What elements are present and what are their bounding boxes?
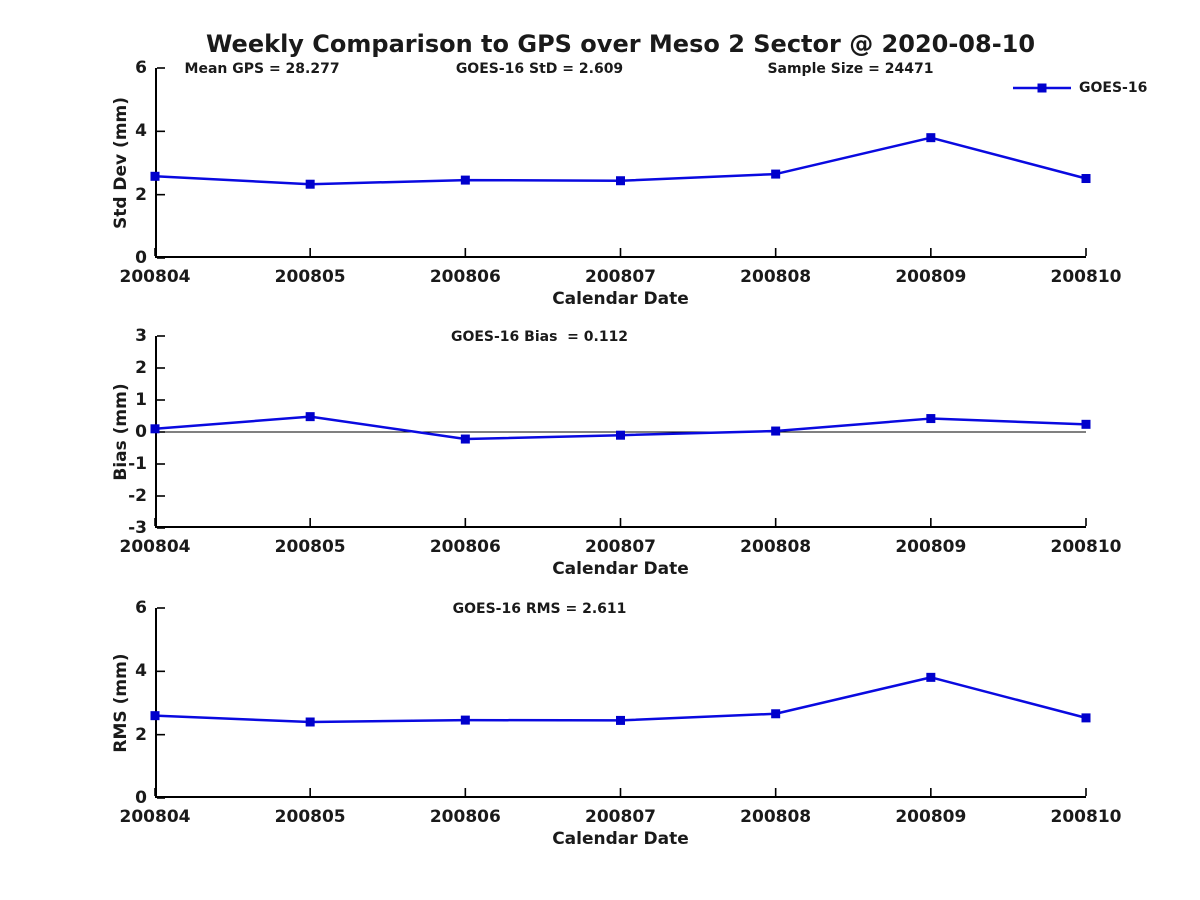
goes-16-data-marker	[1081, 713, 1091, 723]
y-tick-label: 2	[135, 184, 147, 205]
x-tick-label: 200810	[1050, 267, 1122, 287]
x-tick-label: 200804	[119, 267, 191, 287]
goes-16-data-marker	[150, 711, 160, 721]
bias-plot-area	[150, 335, 1091, 529]
x-tick-label: 200809	[895, 537, 967, 557]
rms-annotation: GOES-16 RMS = 2.611	[452, 601, 627, 617]
x-tick-label: 200810	[1050, 807, 1122, 827]
figure-title: Weekly Comparison to GPS over Meso 2 Sec…	[205, 30, 1036, 58]
x-tick-label: 200805	[274, 537, 346, 557]
x-tick-label: 200810	[1050, 537, 1122, 557]
y-tick-label: 0	[135, 788, 147, 808]
goes-16-data-marker	[616, 176, 625, 186]
x-tick-label: 200805	[274, 807, 346, 827]
goes-16-data-marker	[1081, 419, 1091, 429]
std-dev-annotation: Sample Size = 24471	[767, 61, 934, 77]
goes-16-data-marker	[616, 430, 625, 440]
std-dev-annotation: GOES-16 StD = 2.609	[455, 61, 624, 77]
goes-16-data-marker	[460, 175, 470, 185]
goes-16-data-marker	[771, 169, 781, 179]
x-tick-label: 200804	[119, 807, 191, 827]
legend: GOES-16	[1013, 80, 1147, 96]
y-axis-label: Bias (mm)	[111, 383, 131, 481]
goes-16-data-marker	[1081, 174, 1091, 184]
goes-16-data-marker	[305, 412, 315, 422]
legend-line-marker-icon	[1013, 83, 1071, 93]
x-axis-label: Calendar Date	[552, 289, 689, 309]
goes-16-data-marker	[150, 424, 160, 434]
y-tick-label: 4	[135, 661, 147, 682]
x-tick-label: 200808	[740, 807, 812, 827]
goes-16-data-marker	[460, 715, 470, 725]
std-dev-annotation: Mean GPS = 28.277	[184, 61, 340, 77]
goes-16-data-marker	[305, 717, 315, 727]
x-tick-label: 200805	[274, 267, 346, 287]
goes-16-data-line	[154, 676, 1087, 724]
goes-16-data-marker	[460, 434, 470, 444]
rms-plot-area	[150, 607, 1091, 799]
y-tick-label: 3	[135, 326, 147, 346]
bias-annotation: GOES-16 Bias = 0.112	[450, 329, 629, 345]
y-tick-label: -2	[128, 486, 147, 506]
goes-16-data-marker	[771, 709, 781, 719]
y-tick-label: 2	[135, 724, 147, 745]
x-tick-label: 200808	[740, 537, 812, 557]
std-dev-plot-area	[150, 67, 1091, 259]
y-axis-label: RMS (mm)	[111, 653, 131, 753]
x-tick-label: 200809	[895, 807, 967, 827]
y-tick-label: 4	[135, 121, 147, 142]
goes-16-data-marker	[616, 715, 625, 725]
y-tick-label: 1	[135, 390, 147, 410]
x-tick-label: 200808	[740, 267, 812, 287]
y-tick-label: -3	[128, 518, 147, 538]
legend-label: GOES-16	[1079, 80, 1148, 96]
goes-16-data-marker	[771, 426, 781, 436]
y-tick-label: 6	[135, 58, 147, 78]
y-tick-label: 0	[135, 248, 147, 268]
goes-16-data-marker	[150, 171, 160, 181]
x-tick-label: 200807	[585, 267, 656, 287]
goes-16-data-marker	[305, 179, 315, 189]
y-tick-label: 0	[135, 422, 147, 442]
goes-16-data-marker	[926, 133, 936, 143]
x-axis-label: Calendar Date	[552, 559, 689, 579]
x-tick-label: 200806	[429, 537, 501, 557]
goes-16-data-marker	[926, 672, 936, 682]
x-tick-label: 200804	[119, 537, 191, 557]
x-tick-label: 200807	[585, 807, 656, 827]
x-tick-label: 200807	[585, 537, 656, 557]
y-tick-label: 6	[135, 598, 147, 618]
y-axis-label: Std Dev (mm)	[111, 96, 131, 230]
goes-16-data-marker	[926, 414, 936, 424]
x-tick-label: 200809	[895, 267, 967, 287]
x-tick-label: 200806	[429, 807, 501, 827]
y-tick-label: -1	[128, 454, 147, 474]
y-tick-label: 2	[135, 358, 147, 378]
x-axis-label: Calendar Date	[552, 829, 689, 849]
x-tick-label: 200806	[429, 267, 501, 287]
